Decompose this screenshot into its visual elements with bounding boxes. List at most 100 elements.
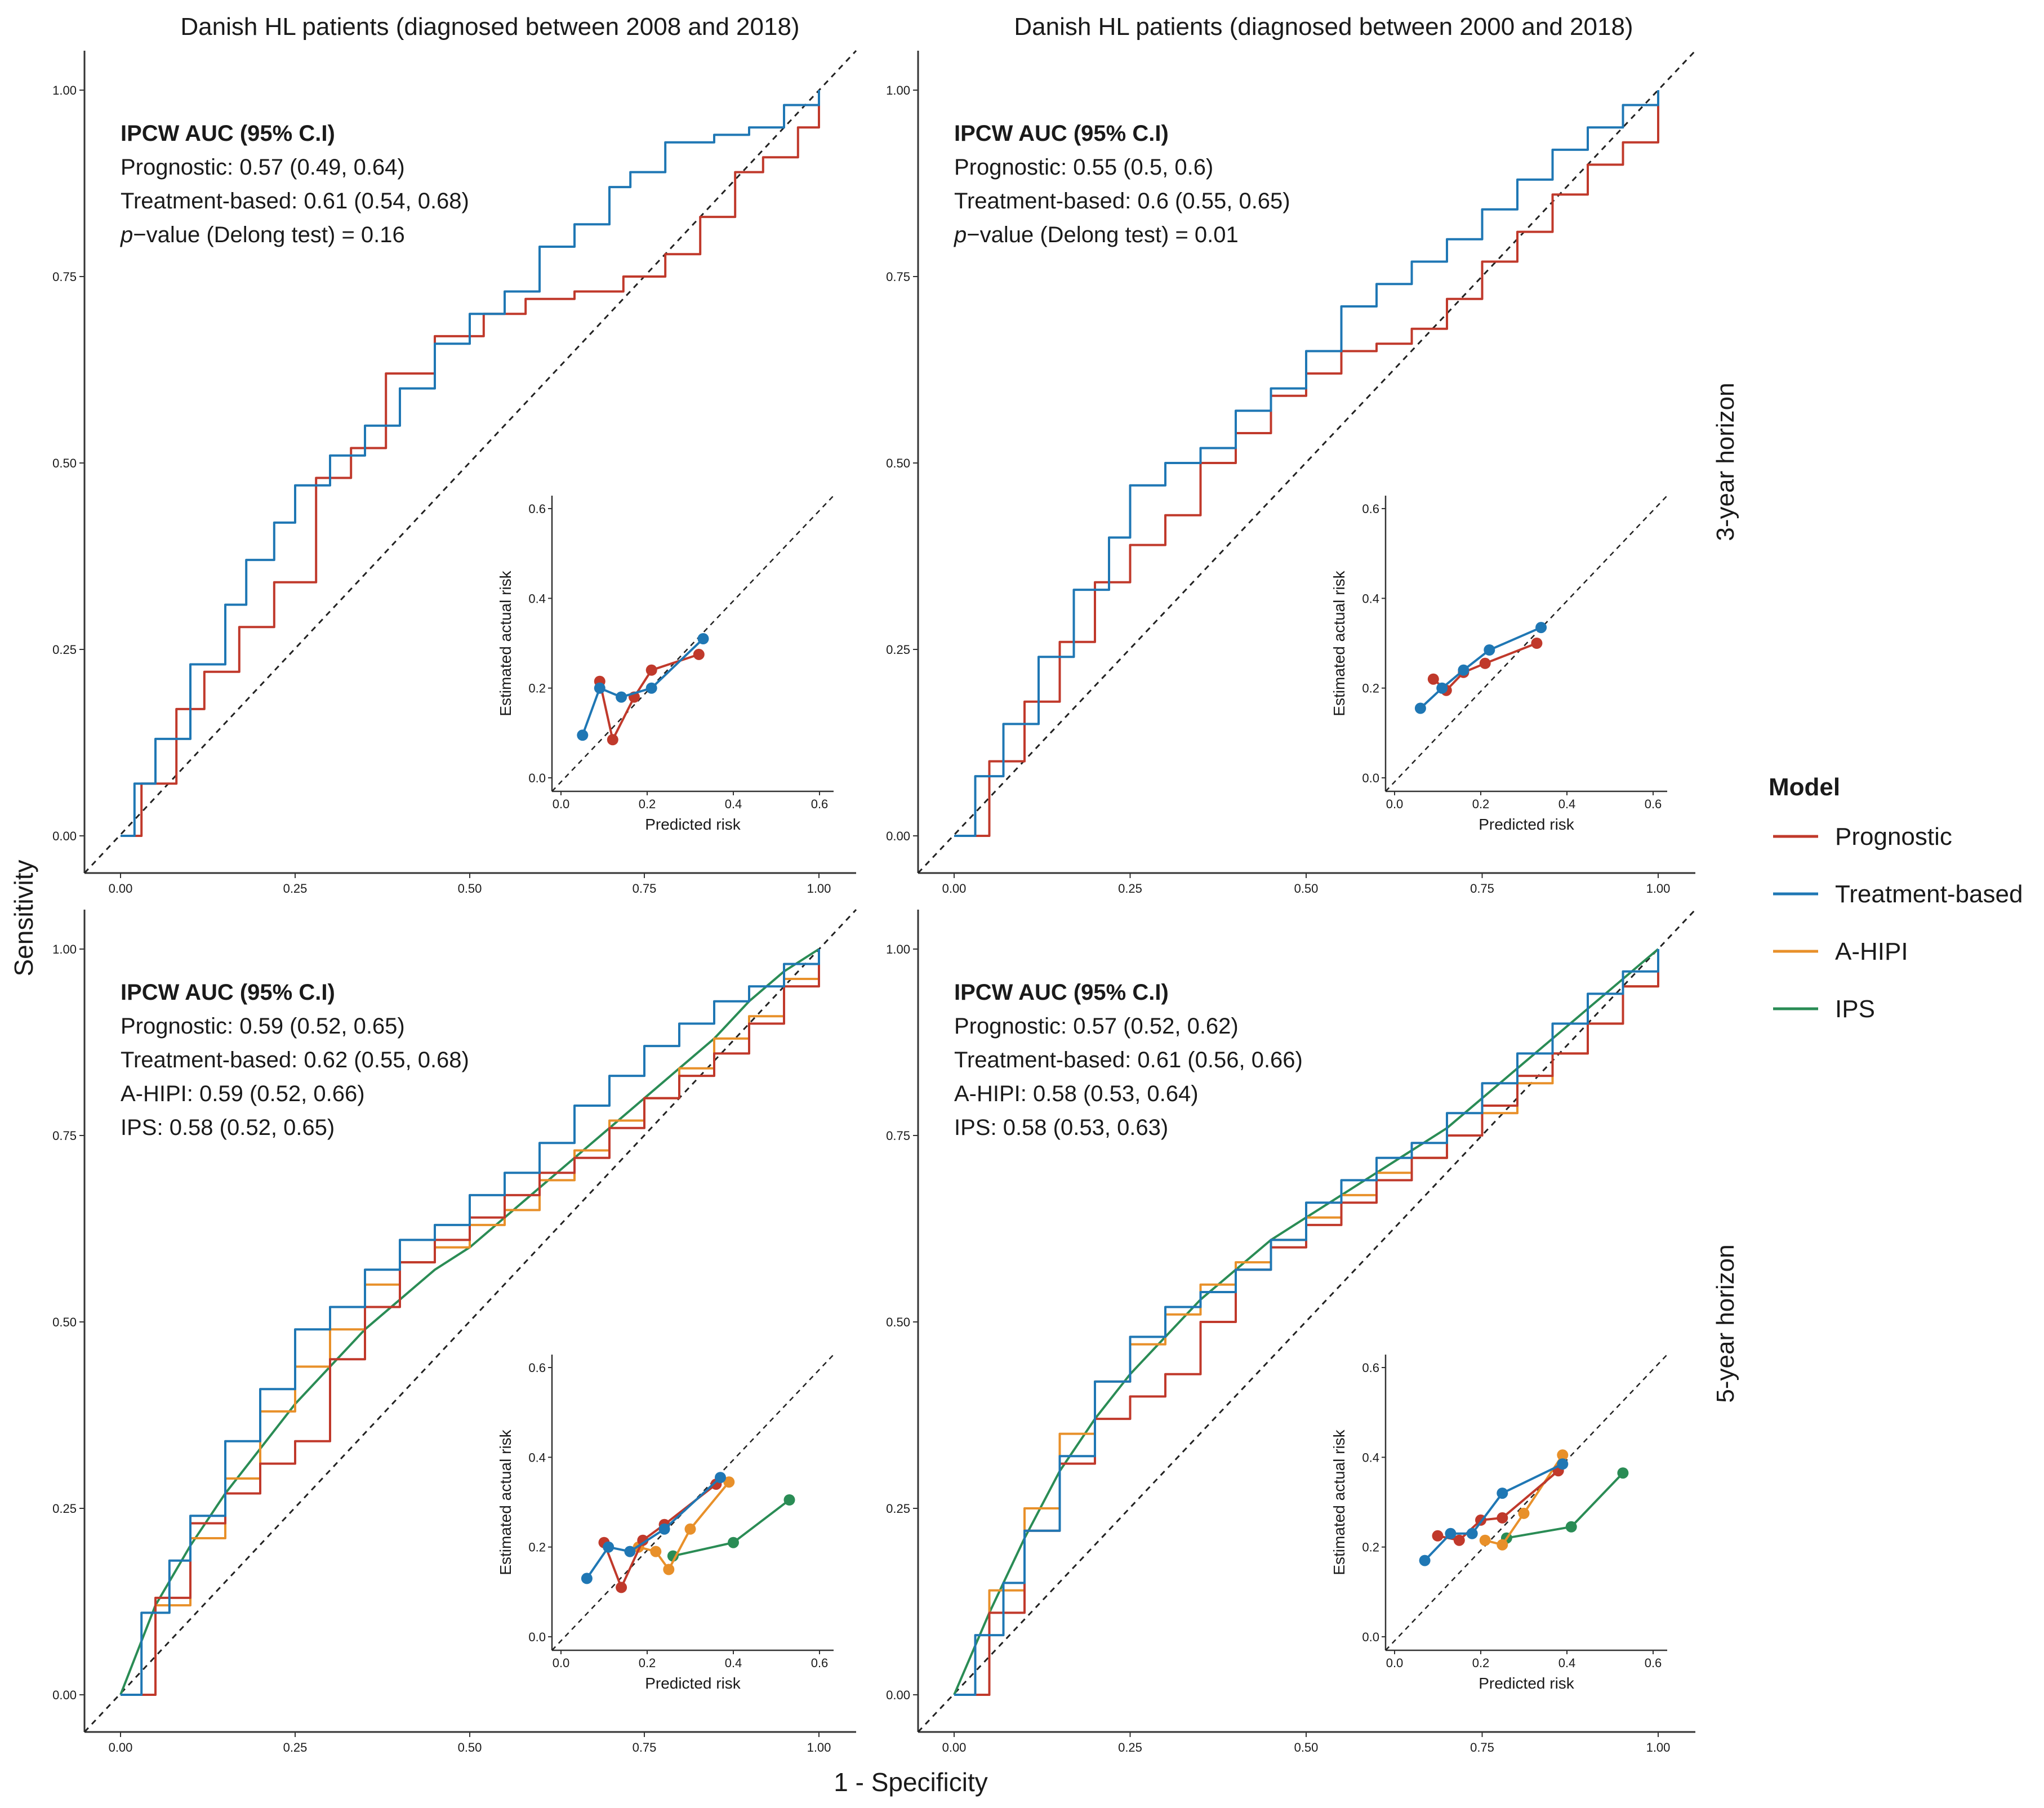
calibration-line-treatment-based bbox=[586, 1476, 722, 1579]
x-tick-label: 1.00 bbox=[1646, 881, 1671, 896]
inset-y-tick-label: 0.0 bbox=[528, 771, 546, 785]
x-tick-label: 0.00 bbox=[942, 881, 967, 896]
x-tick-label: 0.50 bbox=[458, 1740, 482, 1754]
pvalue-text: −value (Delong test) = 0.16 bbox=[133, 222, 405, 247]
pvalue-text: −value (Delong test) = 0.01 bbox=[967, 222, 1239, 247]
inset-diagonal-line bbox=[1385, 495, 1668, 792]
calibration-point-treatment-based bbox=[697, 633, 709, 644]
calibration-point-treatment-based bbox=[1484, 644, 1495, 656]
calibration-point-a-hipi bbox=[663, 1564, 675, 1575]
auc-line: Prognostic: 0.59 (0.52, 0.65) bbox=[121, 1014, 405, 1039]
calibration-point-a-hipi bbox=[650, 1546, 662, 1557]
y-tick-label: 0.00 bbox=[52, 829, 77, 843]
inset-x-label: Predicted risk bbox=[645, 816, 741, 833]
inset-y-tick-label: 0.0 bbox=[1362, 771, 1379, 785]
roc-curve-treatment-based bbox=[954, 949, 1659, 1696]
calibration-point-prognostic bbox=[607, 734, 618, 746]
inset-x-label: Predicted risk bbox=[1479, 816, 1575, 833]
auc-line: Prognostic: 0.57 (0.49, 0.64) bbox=[121, 155, 405, 180]
panel-3yr-2000-2018: 0.00 0.00 0.25 0.25 0.50 0.50 0.75 0.75 1.00 1.00… bbox=[886, 50, 1696, 896]
auc-heading: IPCW AUC (95% C.I) bbox=[121, 980, 335, 1005]
x-tick-label: 0.25 bbox=[283, 1740, 308, 1754]
y-tick-label: 0.75 bbox=[886, 1129, 910, 1143]
calibration-point-a-hipi bbox=[1497, 1539, 1508, 1551]
inset-x-tick-label: 0.4 bbox=[725, 797, 742, 811]
panel-5yr-2008-2018: 0.00 0.00 0.25 0.25 0.50 0.50 0.75 0.75 1.00 1.00… bbox=[52, 909, 857, 1754]
panel-5yr-2000-2018: 0.00 0.00 0.25 0.25 0.50 0.50 0.75 0.75 1.00 1.00… bbox=[886, 909, 1696, 1754]
inset-y-tick-label: 0.2 bbox=[528, 682, 546, 696]
auc-heading: IPCW AUC (95% C.I) bbox=[954, 121, 1169, 146]
calibration-line-treatment-based bbox=[1424, 1463, 1564, 1561]
x-tick-label: 0.00 bbox=[109, 881, 133, 896]
x-tick-label: 0.75 bbox=[633, 1740, 657, 1754]
inset-x-tick-label: 0.6 bbox=[811, 797, 829, 811]
calibration-point-ips bbox=[728, 1537, 739, 1548]
x-tick-label: 0.00 bbox=[942, 1740, 967, 1754]
legend-title: Model bbox=[1769, 773, 1840, 801]
column-title-right: Danish HL patients (diagnosed between 20… bbox=[1014, 13, 1633, 41]
inset-y-label: Estimated actual risk bbox=[497, 570, 514, 716]
legend-item-prognostic: Prognostic bbox=[1773, 823, 1952, 850]
column-title-left: Danish HL patients (diagnosed between 20… bbox=[180, 13, 799, 41]
inset-x-tick-label: 0.2 bbox=[1472, 797, 1490, 811]
x-tick-label: 1.00 bbox=[807, 1740, 831, 1754]
calibration-point-prognostic bbox=[616, 1582, 627, 1593]
inset-y-tick-label: 0.6 bbox=[528, 1361, 546, 1375]
inset-y-label: Estimated actual risk bbox=[1330, 1429, 1348, 1575]
calibration-point-a-hipi bbox=[723, 1476, 735, 1488]
y-tick-label: 0.50 bbox=[52, 456, 77, 470]
roc-curve-treatment-based bbox=[121, 949, 820, 1696]
inset-y-tick-label: 0.6 bbox=[1362, 1361, 1379, 1375]
legend: Model Prognostic Treatment-based A-HIPI … bbox=[1769, 773, 2023, 1023]
auc-line: Treatment-based: 0.61 (0.54, 0.68) bbox=[121, 189, 469, 213]
calibration-point-prognostic bbox=[693, 648, 705, 660]
y-tick-label: 0.25 bbox=[52, 1502, 77, 1516]
legend-label-ips: IPS bbox=[1835, 995, 1875, 1023]
y-tick-label: 1.00 bbox=[52, 83, 77, 97]
diagonal-reference-line bbox=[917, 909, 1696, 1733]
y-tick-label: 1.00 bbox=[52, 942, 77, 956]
inset-y-tick-label: 0.0 bbox=[1362, 1630, 1379, 1644]
x-tick-label: 0.75 bbox=[1470, 881, 1494, 896]
x-tick-label: 0.50 bbox=[1294, 1740, 1319, 1754]
row-label-3-year: 3-year horizon bbox=[1712, 382, 1739, 541]
x-tick-label: 0.00 bbox=[109, 1740, 133, 1754]
roc-curve-prognostic bbox=[121, 90, 820, 837]
y-tick-label: 0.50 bbox=[886, 456, 910, 470]
y-tick-label: 0.25 bbox=[886, 643, 910, 657]
inset-x-tick-label: 0.4 bbox=[1558, 797, 1576, 811]
x-tick-label: 0.25 bbox=[1118, 1740, 1142, 1754]
y-tick-label: 0.00 bbox=[52, 1688, 77, 1702]
calibration-point-prognostic bbox=[1497, 1512, 1508, 1524]
pvalue-line: p−value (Delong test) = 0.16 bbox=[120, 222, 405, 247]
legend-label-a-hipi: A-HIPI bbox=[1835, 938, 1908, 965]
calibration-point-ips bbox=[667, 1550, 679, 1562]
legend-item-treatment-based: Treatment-based bbox=[1773, 880, 2023, 908]
inset-x-tick-label: 0.2 bbox=[639, 1656, 656, 1670]
x-tick-label: 0.50 bbox=[1294, 881, 1319, 896]
calibration-point-treatment-based bbox=[616, 691, 627, 703]
calibration-point-treatment-based bbox=[577, 729, 589, 741]
x-tick-label: 0.50 bbox=[458, 881, 482, 896]
pvalue-line: p−value (Delong test) = 0.01 bbox=[954, 222, 1239, 247]
inset-x-tick-label: 0.0 bbox=[553, 797, 570, 811]
calibration-point-treatment-based bbox=[1466, 1528, 1478, 1539]
auc-line: Treatment-based: 0.62 (0.55, 0.68) bbox=[121, 1048, 469, 1072]
calibration-point-prognostic bbox=[1432, 1530, 1444, 1542]
inset-diagonal-line bbox=[1385, 1354, 1668, 1651]
inset-diagonal-line bbox=[551, 495, 834, 792]
calibration-point-treatment-based bbox=[1419, 1555, 1431, 1566]
calibration-point-treatment-based bbox=[658, 1523, 670, 1535]
calibration-point-a-hipi bbox=[1518, 1507, 1530, 1519]
calibration-point-treatment-based bbox=[1414, 702, 1426, 714]
inset-y-label: Estimated actual risk bbox=[1330, 570, 1348, 716]
y-tick-label: 0.50 bbox=[52, 1315, 77, 1329]
inset-y-tick-label: 0.4 bbox=[528, 591, 546, 605]
auc-line: IPS: 0.58 (0.53, 0.63) bbox=[954, 1115, 1168, 1140]
calibration-point-a-hipi bbox=[1557, 1449, 1569, 1461]
x-tick-label: 1.00 bbox=[1646, 1740, 1671, 1754]
calibration-point-treatment-based bbox=[1535, 622, 1547, 634]
y-tick-label: 0.00 bbox=[886, 829, 910, 843]
y-tick-label: 0.25 bbox=[52, 643, 77, 657]
